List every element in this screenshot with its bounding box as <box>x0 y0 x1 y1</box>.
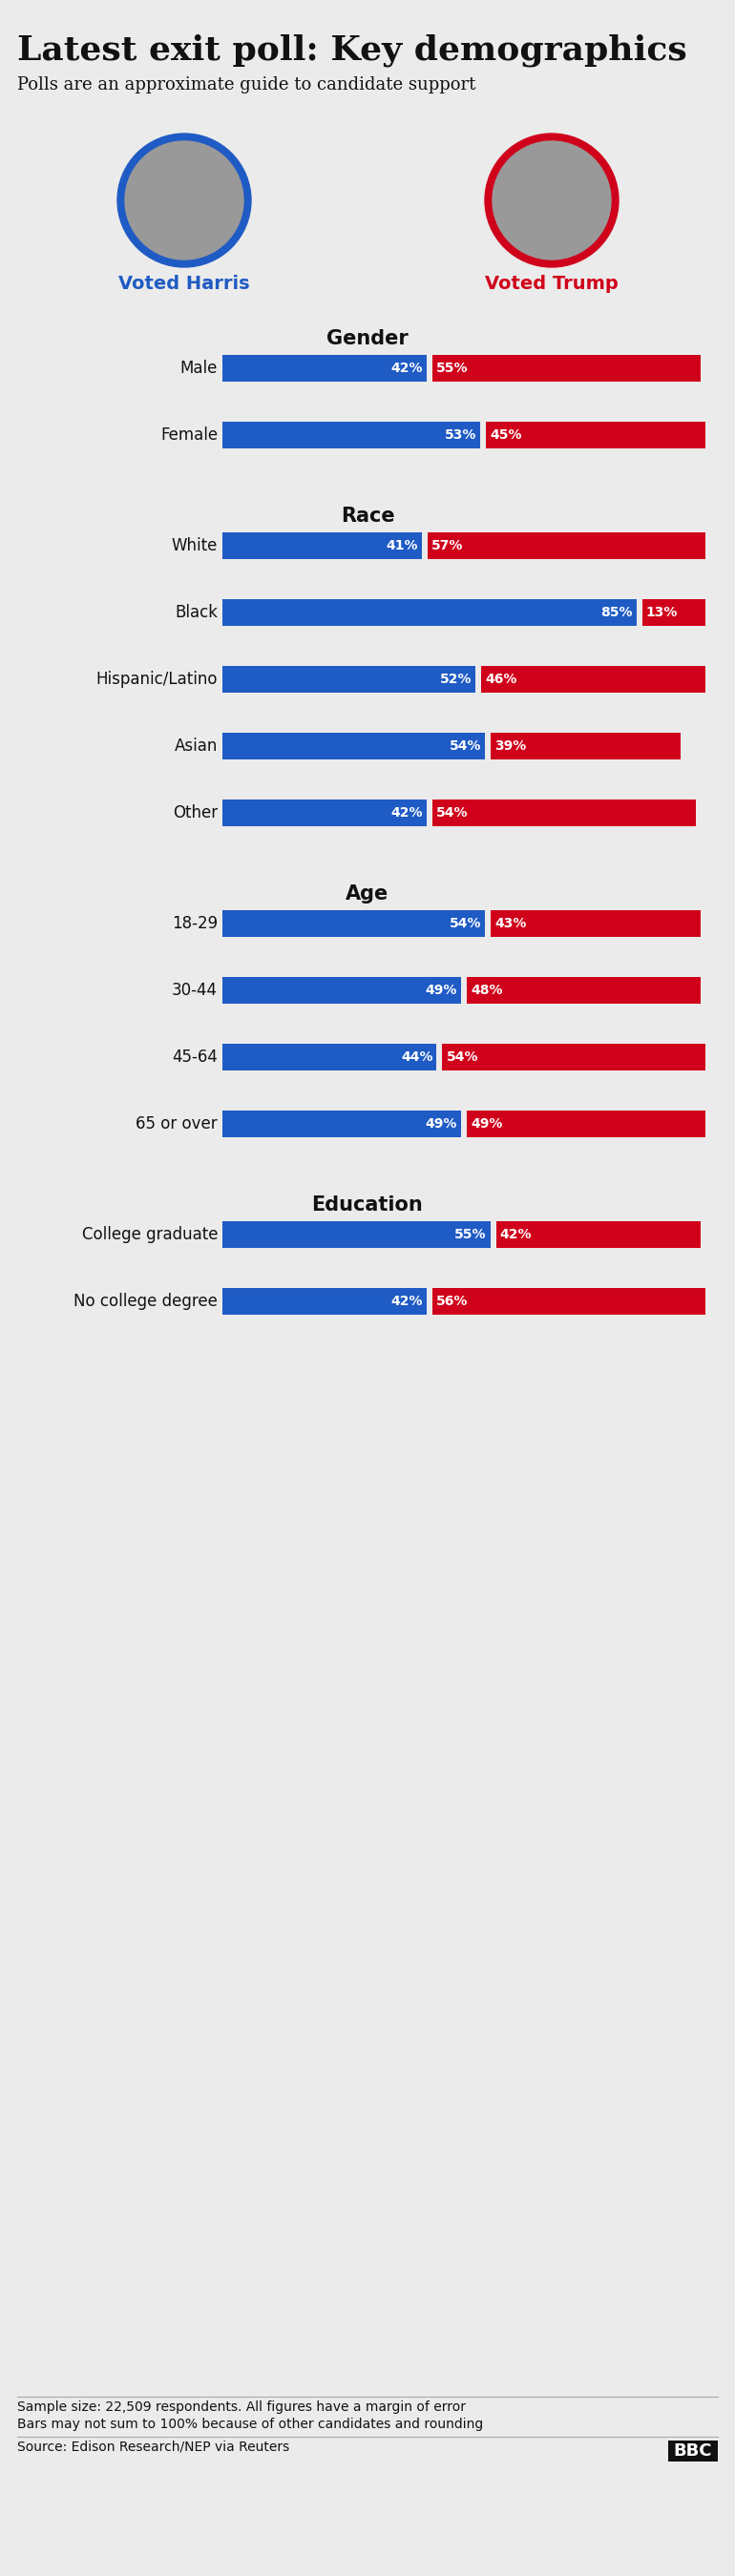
FancyBboxPatch shape <box>491 909 700 938</box>
FancyBboxPatch shape <box>223 667 476 693</box>
Text: 30-44: 30-44 <box>172 981 218 999</box>
Text: 42%: 42% <box>500 1229 531 1242</box>
FancyBboxPatch shape <box>668 2439 718 2463</box>
Text: Black: Black <box>175 603 218 621</box>
Text: 57%: 57% <box>431 538 463 551</box>
Text: 85%: 85% <box>600 605 632 618</box>
Text: Hispanic/Latino: Hispanic/Latino <box>96 670 218 688</box>
Circle shape <box>118 134 251 268</box>
Text: 43%: 43% <box>495 917 527 930</box>
FancyBboxPatch shape <box>481 667 705 693</box>
Text: 53%: 53% <box>445 428 476 440</box>
FancyBboxPatch shape <box>433 799 695 827</box>
Text: 54%: 54% <box>446 1051 478 1064</box>
Text: 49%: 49% <box>426 1118 457 1131</box>
Text: White: White <box>171 538 218 554</box>
Text: Male: Male <box>180 361 218 376</box>
FancyBboxPatch shape <box>223 732 485 760</box>
Text: Latest exit poll: Key demographics: Latest exit poll: Key demographics <box>17 33 687 67</box>
FancyBboxPatch shape <box>442 1043 705 1072</box>
Text: 44%: 44% <box>401 1051 433 1064</box>
FancyBboxPatch shape <box>491 732 681 760</box>
Text: 65 or over: 65 or over <box>136 1115 218 1133</box>
FancyBboxPatch shape <box>496 1221 700 1247</box>
Text: 42%: 42% <box>391 1296 423 1309</box>
FancyBboxPatch shape <box>223 600 637 626</box>
FancyBboxPatch shape <box>433 355 700 381</box>
Text: 41%: 41% <box>386 538 418 551</box>
Text: 42%: 42% <box>391 361 423 376</box>
Text: 54%: 54% <box>450 917 481 930</box>
Text: 45%: 45% <box>490 428 522 440</box>
Text: BBC: BBC <box>674 2442 712 2460</box>
Text: Source: Edison Research/NEP via Reuters: Source: Edison Research/NEP via Reuters <box>17 2439 290 2455</box>
FancyBboxPatch shape <box>642 600 705 626</box>
Text: Race: Race <box>340 507 395 526</box>
Text: 46%: 46% <box>485 672 517 685</box>
Text: Gender: Gender <box>326 330 409 348</box>
Text: Voted Harris: Voted Harris <box>118 276 250 294</box>
Text: 45-64: 45-64 <box>172 1048 218 1066</box>
Text: 56%: 56% <box>437 1296 468 1309</box>
FancyBboxPatch shape <box>223 533 422 559</box>
FancyBboxPatch shape <box>486 422 705 448</box>
Text: 49%: 49% <box>470 1118 502 1131</box>
Circle shape <box>125 142 243 260</box>
FancyBboxPatch shape <box>223 1043 437 1072</box>
Text: 13%: 13% <box>646 605 678 618</box>
Text: 48%: 48% <box>470 984 503 997</box>
FancyBboxPatch shape <box>223 1288 427 1314</box>
Circle shape <box>492 142 611 260</box>
FancyBboxPatch shape <box>467 1110 705 1136</box>
Circle shape <box>485 134 619 268</box>
FancyBboxPatch shape <box>428 533 705 559</box>
Text: 55%: 55% <box>454 1229 487 1242</box>
Text: 54%: 54% <box>437 806 468 819</box>
Text: Bars may not sum to 100% because of other candidates and rounding: Bars may not sum to 100% because of othe… <box>17 2419 483 2432</box>
Text: Asian: Asian <box>174 737 218 755</box>
Text: Age: Age <box>346 884 389 904</box>
FancyBboxPatch shape <box>223 422 481 448</box>
FancyBboxPatch shape <box>223 799 427 827</box>
Text: 42%: 42% <box>391 806 423 819</box>
FancyBboxPatch shape <box>433 1288 705 1314</box>
Text: 54%: 54% <box>450 739 481 752</box>
Text: 39%: 39% <box>495 739 526 752</box>
Text: No college degree: No college degree <box>74 1293 218 1311</box>
FancyBboxPatch shape <box>223 909 485 938</box>
Text: 49%: 49% <box>426 984 457 997</box>
Text: 55%: 55% <box>437 361 468 376</box>
Text: Voted Trump: Voted Trump <box>485 276 618 294</box>
FancyBboxPatch shape <box>223 1110 461 1136</box>
FancyBboxPatch shape <box>223 1221 490 1247</box>
Text: Female: Female <box>160 428 218 443</box>
Text: 18-29: 18-29 <box>172 914 218 933</box>
Text: Education: Education <box>312 1195 423 1213</box>
FancyBboxPatch shape <box>223 976 461 1005</box>
Text: Sample size: 22,509 respondents. All figures have a margin of error: Sample size: 22,509 respondents. All fig… <box>17 2401 466 2414</box>
Text: College graduate: College graduate <box>82 1226 218 1244</box>
FancyBboxPatch shape <box>467 976 700 1005</box>
Text: Polls are an approximate guide to candidate support: Polls are an approximate guide to candid… <box>17 77 476 93</box>
Text: Other: Other <box>173 804 218 822</box>
FancyBboxPatch shape <box>223 355 427 381</box>
Text: 52%: 52% <box>440 672 472 685</box>
